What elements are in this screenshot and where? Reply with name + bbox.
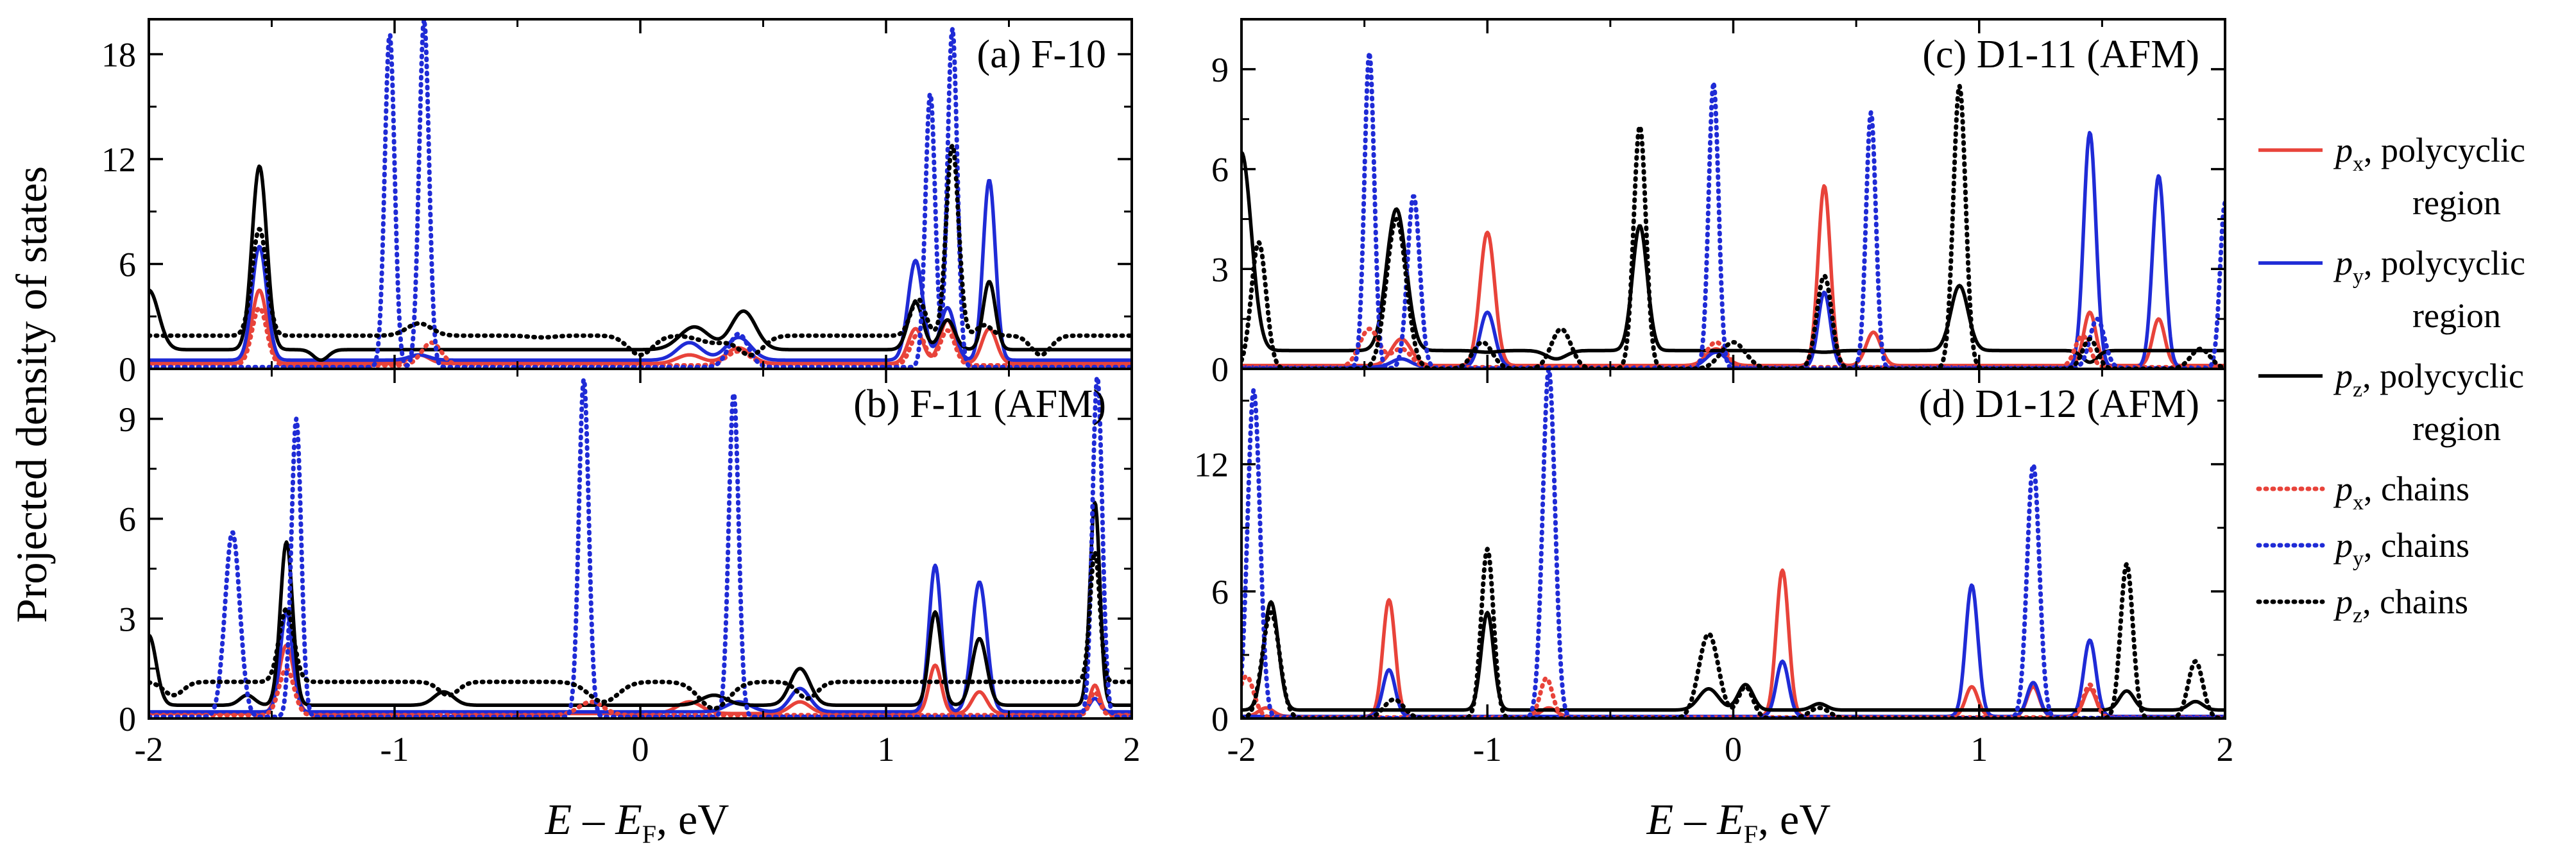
y-tick-label-b: 6 xyxy=(119,500,136,539)
y-tick-label-b: 9 xyxy=(119,400,136,439)
y-tick-label-c: 0 xyxy=(1211,350,1229,389)
y-tick-label-c: 6 xyxy=(1211,151,1229,189)
y-tick-label-c: 3 xyxy=(1211,250,1229,289)
x-axis-label-right: E – EF, eV xyxy=(1646,795,1831,849)
x-tick-label-b: 2 xyxy=(1123,730,1141,769)
x-tick-label-b: -1 xyxy=(380,730,409,769)
x-tick-label-b: 1 xyxy=(878,730,895,769)
x-tick-label-d: -2 xyxy=(1227,730,1256,769)
y-tick-label-c: 9 xyxy=(1211,51,1229,89)
y-axis-label: Projected density of states xyxy=(7,166,56,623)
x-axis-label-left: E – EF, eV xyxy=(545,795,729,849)
legend-label-continuation: region xyxy=(2412,183,2501,222)
y-tick-label-a: 6 xyxy=(119,246,136,284)
x-tick-label-d: -1 xyxy=(1473,730,1502,769)
panel-title-c: (c) D1-11 (AFM) xyxy=(1922,33,2199,76)
y-tick-label-d: 0 xyxy=(1211,700,1229,738)
y-tick-label-a: 18 xyxy=(101,36,136,74)
series-line-c-pz-chains xyxy=(1241,83,2225,369)
y-tick-label-b: 3 xyxy=(119,600,136,638)
legend-label: py, chains xyxy=(2333,526,2469,571)
x-tick-label-d: 2 xyxy=(2217,730,2234,769)
y-tick-label-a: 12 xyxy=(101,140,136,179)
panel-b: 0 3 6 9 -2 -1 0 1 2 (b) F-11 (AFM) xyxy=(119,368,1141,769)
legend-label: pz, chains xyxy=(2333,583,2468,627)
x-tick-label-d: 1 xyxy=(1970,730,1988,769)
legend-label: pz, polycyclic xyxy=(2333,357,2524,402)
legend-label: py, polycyclic xyxy=(2333,244,2525,289)
panel-title-a: (a) F-10 xyxy=(977,33,1106,76)
y-tick-label-d: 6 xyxy=(1211,573,1229,611)
panel-title-d: (d) D1-12 (AFM) xyxy=(1919,382,2199,426)
legend-label-continuation: region xyxy=(2412,296,2501,335)
y-tick-label-b: 0 xyxy=(119,700,136,738)
series-line-a-pz-polycyclic xyxy=(149,164,1132,362)
legend-label: px, polycyclic xyxy=(2333,131,2525,176)
x-tick-label-b: 0 xyxy=(632,730,649,769)
legend: px, polycyclic region py, polycyclic region… xyxy=(2256,131,2525,627)
series-line-b-pz-chains xyxy=(149,550,1132,711)
panel-title-b: (b) F-11 (AFM) xyxy=(853,382,1106,426)
x-tick-label-d: 0 xyxy=(1725,730,1742,769)
legend-label: px, chains xyxy=(2333,470,2469,515)
legend-label-continuation: region xyxy=(2412,409,2501,448)
y-tick-label-d: 12 xyxy=(1194,446,1229,484)
x-tick-label-b: -2 xyxy=(135,730,164,769)
y-tick-label-a: 0 xyxy=(119,350,136,389)
